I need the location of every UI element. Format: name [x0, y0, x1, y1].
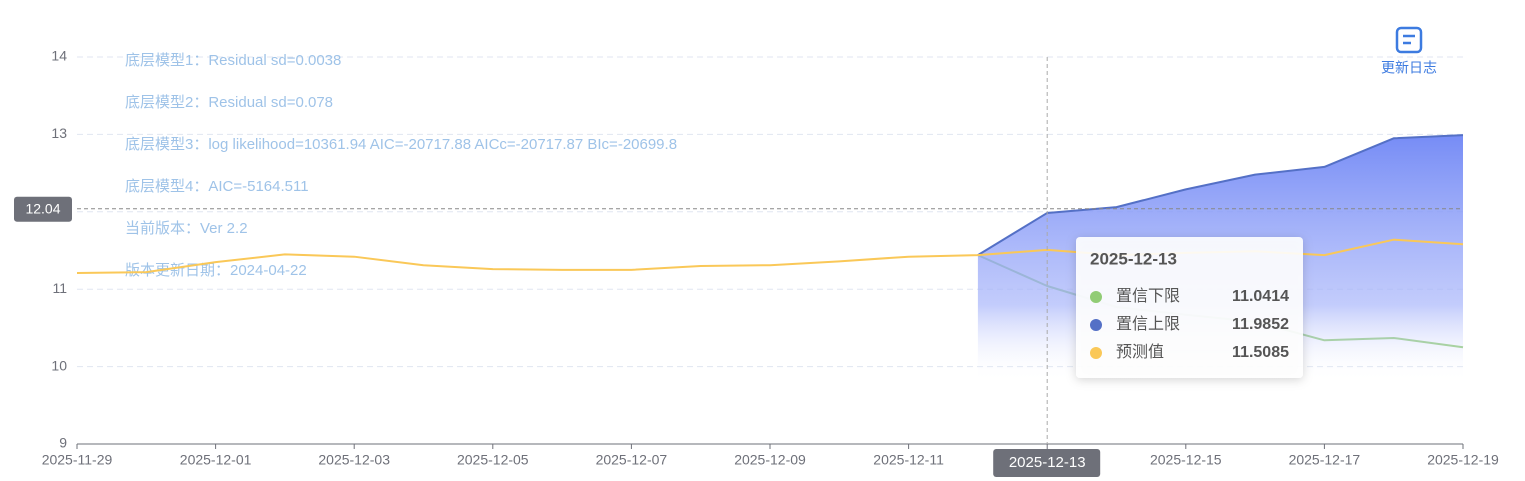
x-tick-label: 2025-12-03 [318, 452, 390, 468]
tooltip-dot [1090, 347, 1102, 359]
changelog-label: 更新日志 [1381, 60, 1437, 76]
x-tick-label: 2025-12-07 [596, 452, 668, 468]
tooltip-value: 11.0414 [1232, 288, 1289, 305]
x-tick-label: 2025-12-01 [180, 452, 252, 468]
annotation: 底层模型4：AIC=-5164.511 [125, 178, 309, 195]
y-tick-label: 13 [51, 125, 67, 141]
tooltip-name: 预测值 [1116, 343, 1164, 361]
x-tick-label: 2025-12-11 [873, 452, 944, 468]
tooltip-name: 置信上限 [1116, 315, 1180, 333]
crosshair-y-label-bg [14, 196, 72, 222]
changelog-icon [1395, 26, 1423, 54]
x-tick-label: 2025-12-05 [457, 452, 529, 468]
tooltip-dot [1090, 291, 1102, 303]
y-axis: 91011121314 [51, 48, 67, 451]
annotation: 当前版本：Ver 2.2 [125, 220, 248, 237]
tooltip-dot [1090, 319, 1102, 331]
x-tick-label: 2025-12-17 [1289, 452, 1361, 468]
tooltip-name: 置信下限 [1116, 287, 1180, 305]
annotation: 底层模型1：Residual sd=0.0038 [125, 52, 341, 69]
crosshair-x-label: 2025-12-13 [1009, 454, 1086, 471]
x-tick-label: 2025-12-09 [734, 452, 806, 468]
y-tick-label: 14 [51, 48, 67, 64]
tooltip: 2025-12-13 置信下限 11.0414 置信上限 11.9852 预测值 11.50… [1076, 237, 1303, 378]
line [977, 134, 1464, 256]
changelog-button[interactable]: 更新日志 [1381, 26, 1437, 76]
annotation: 版本更新日期：2024-04-22 [125, 262, 307, 279]
tooltip-value: 11.9852 [1232, 316, 1289, 333]
x-tick-label: 2025-11-29 [42, 452, 113, 468]
x-tick-label: 2025-12-15 [1150, 452, 1222, 468]
annotation: 底层模型3：log likelihood=10361.94 AIC=-20717… [125, 136, 677, 153]
x-tick-label: 2025-12-19 [1427, 452, 1499, 468]
tooltip-box [1076, 237, 1303, 378]
y-tick-label: 9 [59, 435, 67, 451]
crosshair-y-label: 12.04 [25, 200, 60, 216]
tooltip-title: 2025-12-13 [1090, 249, 1177, 268]
y-tick-label: 11 [52, 280, 67, 296]
crosshair-x-label-bg [993, 449, 1101, 477]
tooltip-value: 11.5085 [1232, 344, 1289, 361]
annotation: 底层模型2：Residual sd=0.078 [125, 94, 333, 111]
y-tick-label: 10 [51, 357, 67, 373]
